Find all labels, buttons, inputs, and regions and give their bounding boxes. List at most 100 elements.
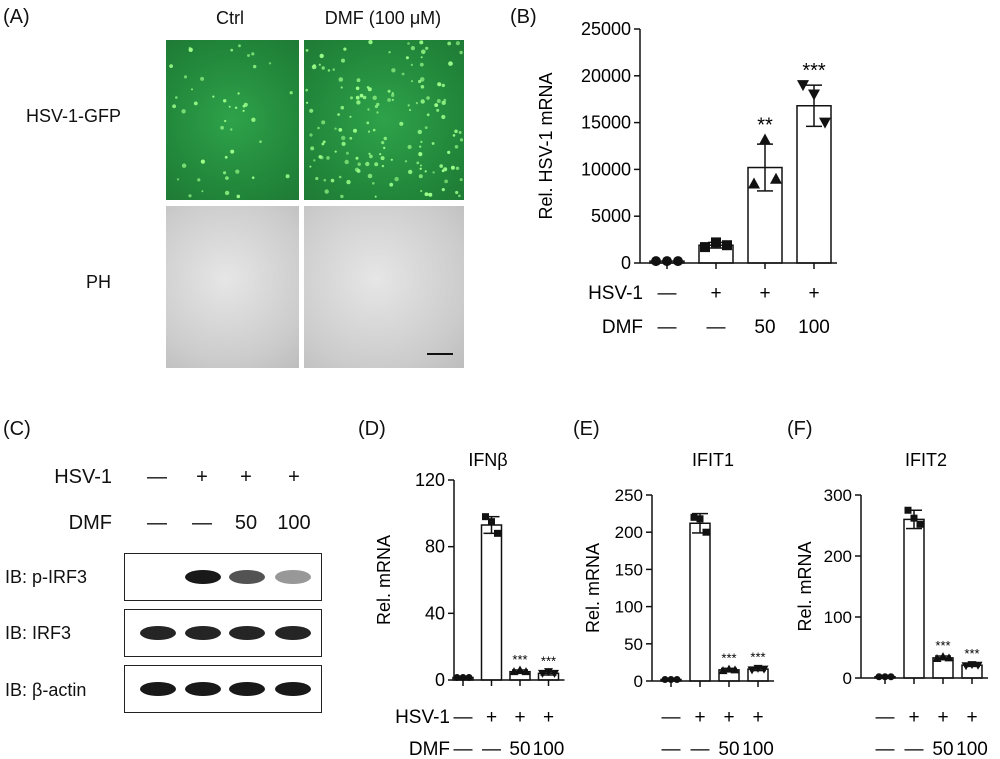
gfp-dot <box>338 128 343 132</box>
gfp-dot <box>426 96 430 100</box>
significance-label: ** <box>757 114 773 136</box>
gfp-dot <box>424 126 428 129</box>
gfp-dot <box>420 164 422 167</box>
gfp-dot <box>368 152 371 155</box>
c-hsv1-val-3: + <box>240 466 252 488</box>
gfp-dot <box>426 193 429 196</box>
gfp-dot <box>441 100 446 105</box>
condition-value: — <box>691 739 710 759</box>
gfp-dot <box>404 160 408 163</box>
data-point <box>673 256 683 267</box>
blot-band <box>185 682 221 696</box>
c-dmf-val-1: — <box>147 512 167 534</box>
scale-bar <box>427 353 453 355</box>
panel-e-label: (E) <box>573 418 600 440</box>
gfp-dot <box>399 121 404 126</box>
condition-value: + <box>752 707 763 728</box>
condition-value: 100 <box>533 739 565 759</box>
blot-band <box>140 626 176 640</box>
condition-value: — <box>662 739 681 759</box>
gfp-dot <box>437 82 442 87</box>
gfp-dot <box>387 89 391 93</box>
gfp-dot <box>383 146 386 150</box>
condition-value: — <box>482 739 501 759</box>
gfp-dot <box>327 69 331 72</box>
gfp-dot <box>224 119 227 123</box>
gfp-dot <box>436 108 440 112</box>
gfp-dot <box>313 159 316 162</box>
y-axis-label: Rel. mRNA <box>374 535 394 625</box>
significance-label: *** <box>541 654 556 669</box>
gfp-dot <box>420 56 423 59</box>
y-tick-label: 0 <box>634 672 643 691</box>
data-point <box>673 676 681 684</box>
condition-value: + <box>543 707 554 728</box>
y-tick-label: 40 <box>425 603 445 623</box>
data-point <box>521 667 531 676</box>
gfp-dot <box>305 49 309 52</box>
micrograph-gfp-ctrl <box>166 40 299 200</box>
data-point <box>700 242 710 253</box>
c-hsv1-val-4: + <box>288 466 300 488</box>
gfp-dot <box>175 96 178 99</box>
y-axis-label: Rel. mRNA <box>583 543 603 633</box>
condition-value: 50 <box>718 739 739 759</box>
gfp-dot <box>443 167 448 172</box>
condition-value: — <box>905 739 924 759</box>
blot-p-irf3 <box>124 553 322 601</box>
gfp-dot <box>419 167 422 170</box>
gfp-dot <box>431 142 435 145</box>
gfp-dot <box>338 77 344 82</box>
condition-value: + <box>694 707 705 728</box>
data-point <box>494 529 501 537</box>
y-tick-label: 100 <box>824 608 852 627</box>
data-point <box>702 528 710 536</box>
gfp-dot <box>459 50 463 55</box>
condition-value: 50 <box>509 739 530 759</box>
gfp-dot <box>367 130 371 133</box>
panel-b-label: (B) <box>510 6 537 28</box>
data-point <box>808 89 820 101</box>
condition-value: — <box>658 283 677 304</box>
y-tick-label: 50 <box>624 635 643 654</box>
row-label-ph: PH <box>86 272 112 292</box>
condition-value: + <box>808 283 819 304</box>
gfp-dot <box>326 156 330 160</box>
gfp-dot <box>237 92 240 95</box>
gfp-dot <box>389 182 394 187</box>
gfp-dot <box>455 166 460 170</box>
data-point <box>904 506 912 514</box>
gfp-dot <box>420 99 425 104</box>
gfp-dot <box>420 140 423 143</box>
data-point <box>875 673 883 681</box>
gfp-dot <box>268 62 272 65</box>
gfp-dot <box>225 176 229 180</box>
blot-label-p-irf3: IB: p-IRF3 <box>5 567 88 587</box>
gfp-dot <box>321 120 326 125</box>
data-point <box>770 172 782 184</box>
gfp-dot <box>306 101 309 104</box>
gfp-dot <box>340 105 345 110</box>
data-point <box>538 669 547 678</box>
gfp-dot <box>181 163 187 168</box>
gfp-dot <box>212 95 215 98</box>
gfp-dot <box>230 128 233 131</box>
significance-label: *** <box>750 650 765 665</box>
gfp-dot <box>391 98 394 101</box>
gfp-dot <box>324 189 329 194</box>
condition-value: + <box>937 707 948 728</box>
data-point <box>711 237 721 248</box>
gfp-dot <box>410 46 415 51</box>
bar <box>480 524 503 681</box>
y-tick-label: 25000 <box>581 19 631 39</box>
gfp-dot <box>366 121 370 125</box>
gfp-dot <box>441 83 445 88</box>
gfp-dot <box>454 129 458 134</box>
gfp-dot <box>381 141 385 145</box>
gfp-dot <box>341 135 346 141</box>
y-axis-label: Rel. HSV-1 mRNA <box>536 72 556 219</box>
gfp-dot <box>418 152 423 157</box>
gfp-dot <box>247 54 250 57</box>
gfp-dot <box>426 113 430 117</box>
blot-band <box>229 682 265 696</box>
